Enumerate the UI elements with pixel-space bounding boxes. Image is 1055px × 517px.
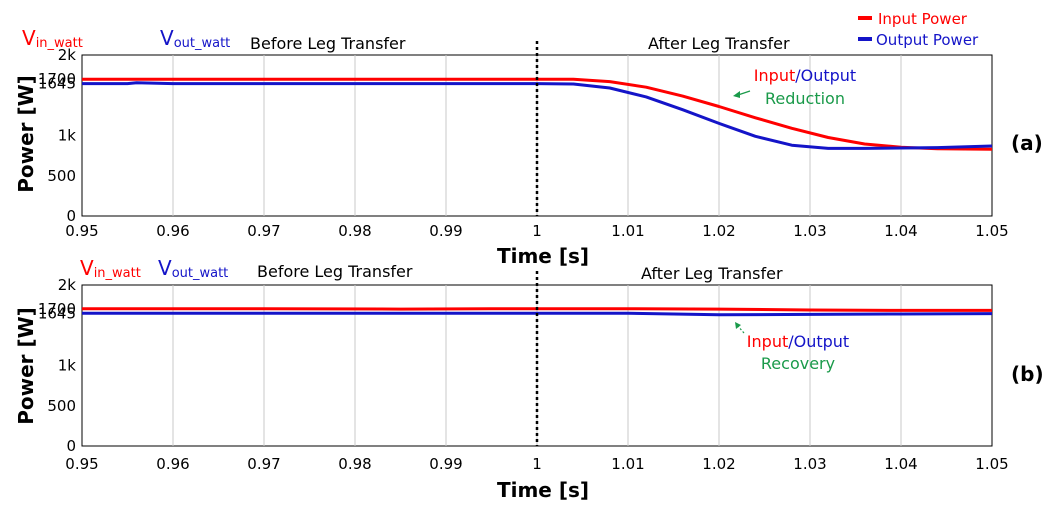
before-transfer-label: Before Leg Transfer [257, 262, 413, 281]
x-tick-label: 1.02 [702, 222, 735, 240]
gridlines [172, 55, 902, 216]
y-axis-title: Power [W] [14, 307, 38, 425]
x-tick-label: 0.95 [65, 455, 98, 473]
annotation-line2: Recovery [761, 354, 835, 373]
legend-input-label: Input Power [878, 10, 968, 28]
panel-b: Vin_watt Vout_watt Before Leg Transfer A… [14, 256, 1044, 502]
y-tick-label: 0 [66, 207, 76, 225]
x-tick-label: 1.03 [793, 222, 826, 240]
y-tick-label: 1645 [38, 305, 76, 323]
annotation-line1: Input/Output [747, 332, 849, 351]
x-tick-label: 1 [532, 222, 542, 240]
y-tick-label: 1700 [38, 300, 76, 318]
series-line [82, 311, 993, 317]
y-tick-label: 500 [47, 167, 76, 185]
series-line [82, 307, 992, 312]
y-tick-label: 500 [47, 397, 76, 415]
x-tick-label: 0.96 [156, 455, 189, 473]
panel-a: Vin_watt Vout_watt Before Leg Transfer A… [14, 26, 1043, 268]
x-tick-label: 0.99 [429, 222, 462, 240]
x-tick-label: 0.97 [247, 222, 280, 240]
x-axis-title: Time [s] [497, 244, 589, 268]
after-transfer-label: After Leg Transfer [648, 34, 790, 53]
series-line [82, 81, 993, 150]
x-tick-label: 0.99 [429, 455, 462, 473]
x-tick-label: 1.01 [611, 455, 644, 473]
x-tick-label: 1.04 [884, 222, 917, 240]
annotation: Input/Output Reduction [733, 66, 856, 108]
y-tick-label: 0 [66, 437, 76, 455]
x-tick-label: 0.97 [247, 455, 280, 473]
signal-out-label: Vout_watt [160, 26, 230, 51]
y-tick-label: 1645 [38, 75, 76, 93]
y-tick-label: 1700 [38, 70, 76, 88]
series-lines [82, 307, 993, 317]
x-tick-label: 1.04 [884, 455, 917, 473]
x-tick-labels: 0.95 0.96 0.97 0.98 0.99 1 1.01 1.02 1.03 1.04 1.0… [65, 222, 1008, 240]
panel-label: (a) [1011, 131, 1043, 155]
annotation-arrowhead [733, 91, 740, 98]
x-tick-label: 0.95 [65, 222, 98, 240]
x-tick-labels: 0.95 0.96 0.97 0.98 0.99 1 1.01 1.02 1.03 1.04 1.0… [65, 455, 1008, 473]
x-tick-label: 1.05 [975, 222, 1008, 240]
series-line [82, 77, 993, 151]
before-transfer-label: Before Leg Transfer [250, 34, 406, 53]
legend: Input Power Output Power [858, 10, 979, 49]
y-tick-label: 2k [58, 276, 77, 294]
x-tick-label: 0.98 [338, 222, 371, 240]
x-tick-label: 1.05 [975, 455, 1008, 473]
x-tick-label: 1.02 [702, 455, 735, 473]
annotation: Input/Output Recovery [735, 322, 849, 373]
annotation-line2: Reduction [765, 89, 845, 108]
signal-out-label: Vout_watt [158, 256, 228, 281]
signal-in-label: Vin_watt [22, 26, 83, 51]
after-transfer-label: After Leg Transfer [641, 264, 783, 283]
signal-in-label: Vin_watt [80, 256, 141, 281]
annotation-line1: Input/Output [754, 66, 856, 85]
y-axis-title: Power [W] [14, 75, 38, 193]
x-tick-label: 0.98 [338, 455, 371, 473]
x-axis-title: Time [s] [497, 478, 589, 502]
y-tick-label: 2k [58, 46, 77, 64]
y-tick-label: 1k [58, 357, 77, 375]
series-lines [82, 77, 993, 151]
x-tick-label: 1.03 [793, 455, 826, 473]
x-tick-label: 1 [532, 455, 542, 473]
y-tick-label: 1k [58, 127, 77, 145]
annotation-arrowhead [735, 322, 741, 329]
panel-label: (b) [1011, 362, 1044, 386]
x-tick-label: 0.96 [156, 222, 189, 240]
legend-output-label: Output Power [876, 31, 979, 49]
x-tick-label: 1.01 [611, 222, 644, 240]
